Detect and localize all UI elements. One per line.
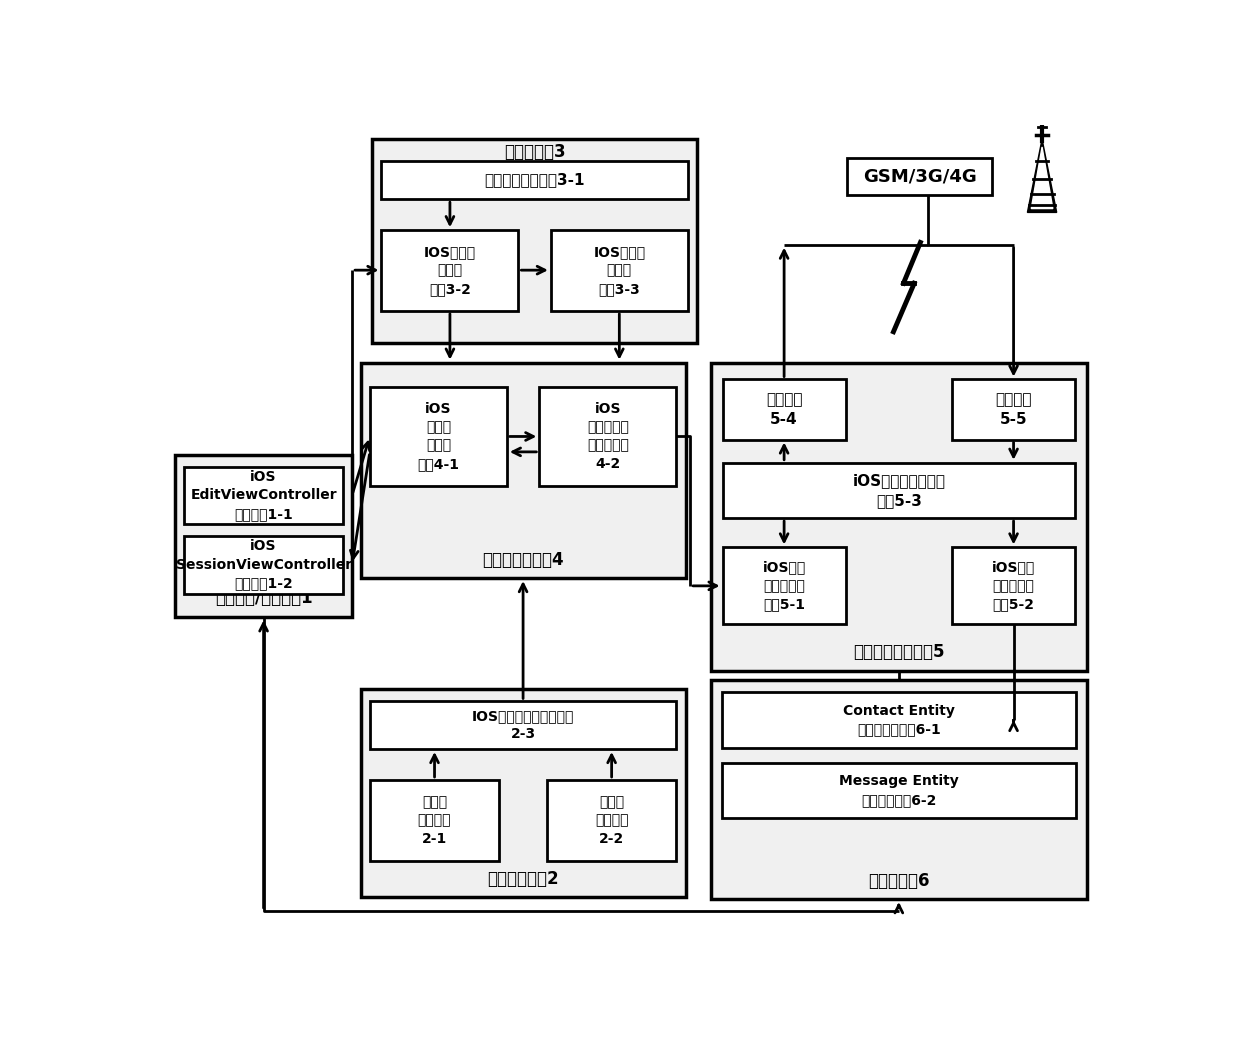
Text: 数据库模块6: 数据库模块6 [868, 872, 930, 890]
FancyBboxPatch shape [847, 158, 992, 194]
Text: 主密钥
存储模块
2-2: 主密钥 存储模块 2-2 [595, 795, 629, 845]
FancyBboxPatch shape [723, 379, 846, 440]
FancyBboxPatch shape [547, 780, 676, 861]
Text: iOS
SessionViewController
显示模块1-2: iOS SessionViewController 显示模块1-2 [176, 539, 352, 590]
FancyBboxPatch shape [723, 463, 1075, 518]
FancyBboxPatch shape [382, 230, 518, 311]
Text: 加解密处理模块4: 加解密处理模块4 [482, 551, 564, 568]
FancyBboxPatch shape [185, 536, 343, 594]
Text: 认证码模块3: 认证码模块3 [503, 142, 565, 161]
Text: iOS
数据加解密
控制类模块
4-2: iOS 数据加解密 控制类模块 4-2 [587, 402, 629, 471]
Polygon shape [1028, 139, 1056, 212]
FancyBboxPatch shape [382, 161, 688, 200]
Text: iOS
EditViewController
编辑模块1-1: iOS EditViewController 编辑模块1-1 [190, 470, 337, 520]
Text: GSM/3G/4G: GSM/3G/4G [863, 167, 977, 185]
FancyBboxPatch shape [372, 139, 697, 344]
Text: Contact Entity
联系人存取模块6-1: Contact Entity 联系人存取模块6-1 [843, 703, 955, 736]
Text: 短信编辑/显示模块1: 短信编辑/显示模块1 [215, 589, 312, 607]
FancyBboxPatch shape [361, 363, 686, 578]
FancyBboxPatch shape [722, 692, 1076, 747]
Polygon shape [1032, 147, 1053, 209]
FancyBboxPatch shape [361, 689, 686, 897]
Text: 本机号码获取模块3-1: 本机号码获取模块3-1 [485, 172, 585, 187]
FancyBboxPatch shape [370, 780, 500, 861]
Text: 随机数
生成模块
2-1: 随机数 生成模块 2-1 [418, 795, 451, 845]
Text: IOS认证码
生成类
模块3-2: IOS认证码 生成类 模块3-2 [424, 246, 476, 296]
FancyBboxPatch shape [370, 388, 507, 486]
FancyBboxPatch shape [711, 680, 1086, 900]
Text: iOS加密
信息组合类
模块5-1: iOS加密 信息组合类 模块5-1 [763, 560, 806, 611]
FancyBboxPatch shape [551, 230, 688, 311]
FancyBboxPatch shape [723, 548, 846, 624]
FancyBboxPatch shape [370, 701, 676, 749]
FancyBboxPatch shape [175, 455, 352, 617]
Text: 发送模块
5-4: 发送模块 5-4 [766, 392, 802, 427]
FancyBboxPatch shape [711, 363, 1086, 671]
Text: 接收模块
5-5: 接收模块 5-5 [996, 392, 1032, 427]
Text: IOS认证码
验证类
模块3-3: IOS认证码 验证类 模块3-3 [593, 246, 645, 296]
Text: 加密短信收发模块5: 加密短信收发模块5 [853, 644, 945, 661]
Text: iOS加密短信收发类
模块5-3: iOS加密短信收发类 模块5-3 [852, 473, 945, 508]
FancyBboxPatch shape [539, 388, 676, 486]
Text: iOS
编解码
算法类
模块4-1: iOS 编解码 算法类 模块4-1 [418, 402, 459, 471]
Text: iOS加密
信息分离类
模块5-2: iOS加密 信息分离类 模块5-2 [992, 560, 1035, 611]
Text: IOS会话秘钥生成类模块
2-3: IOS会话秘钥生成类模块 2-3 [472, 709, 574, 742]
Text: 秘钥管理模块2: 秘钥管理模块2 [487, 869, 559, 887]
FancyBboxPatch shape [722, 763, 1076, 818]
FancyBboxPatch shape [185, 466, 343, 525]
Text: Message Entity
短信存取模块6-2: Message Entity 短信存取模块6-2 [839, 774, 959, 807]
FancyBboxPatch shape [952, 548, 1075, 624]
FancyBboxPatch shape [952, 379, 1075, 440]
